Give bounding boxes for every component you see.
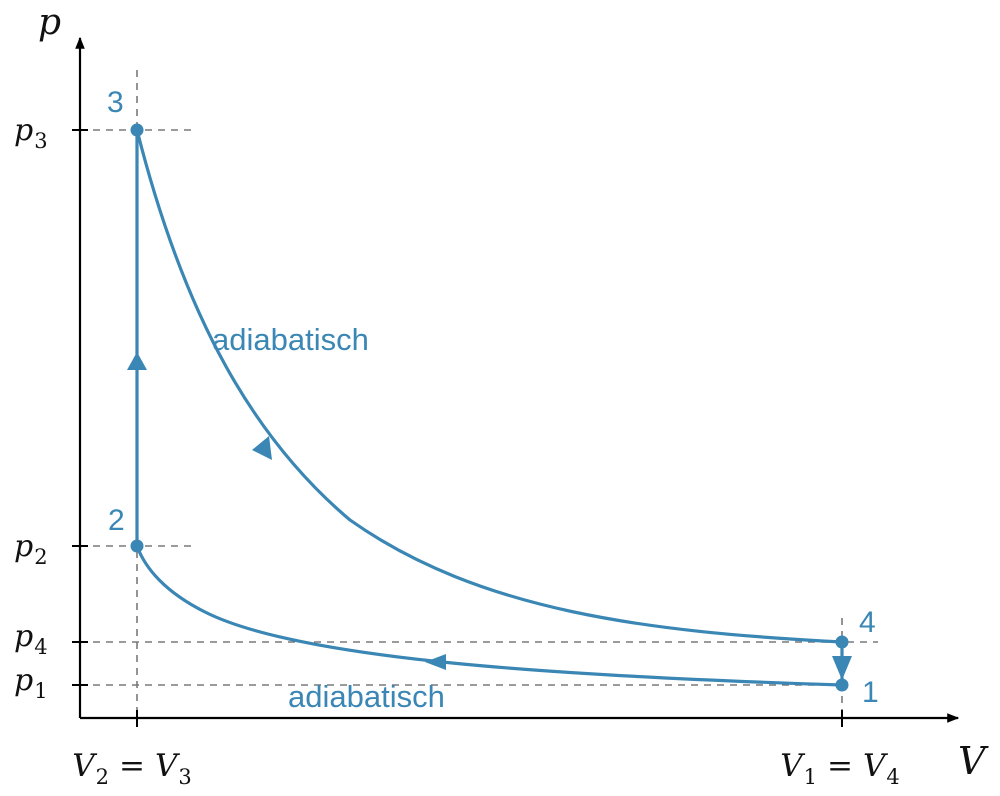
direction-arrow-2-3 <box>127 352 147 370</box>
compression-adiabat <box>135 544 844 687</box>
state-label-1: 1 <box>862 676 879 709</box>
y-tick-label-p2: p2 <box>14 529 48 569</box>
state-point-2 <box>130 539 144 553</box>
y-tick-label-p3: p3 <box>14 113 48 153</box>
state-point-4 <box>835 635 849 649</box>
state-point-3 <box>130 123 144 137</box>
process-label-expansion: adiabatisch <box>212 322 369 357</box>
direction-arrow-4-1 <box>832 656 852 680</box>
state-label-2: 2 <box>108 504 125 537</box>
x-axis-symbol: V <box>958 739 989 783</box>
expansion-adiabat <box>135 128 844 644</box>
process-label-compression: adiabatisch <box>288 679 445 714</box>
y-axis-symbol: p <box>38 2 61 43</box>
y-tick-label-p4: p4 <box>14 619 48 659</box>
y-tick-label-p1: p1 <box>14 663 48 703</box>
state-label-3: 3 <box>107 86 124 119</box>
direction-arrow-1-2 <box>425 654 446 670</box>
direction-arrow-3-4 <box>252 436 272 460</box>
state-point-1 <box>835 678 849 692</box>
x-tick-label-v1-v4: V1 = V4 <box>780 748 900 789</box>
state-label-4: 4 <box>859 606 876 639</box>
x-tick-label-v2-v3: V2 = V3 <box>72 748 192 789</box>
